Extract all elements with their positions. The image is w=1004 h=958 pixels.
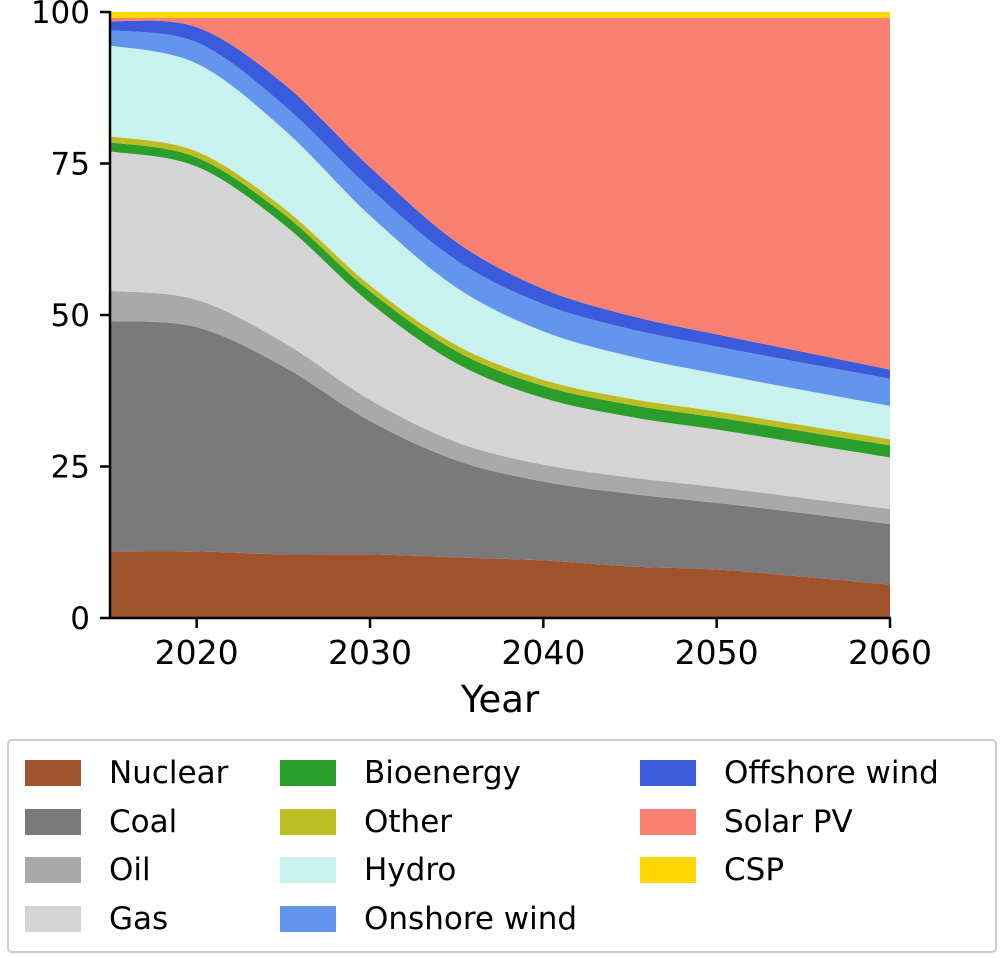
legend-label-gas: Gas — [109, 900, 169, 937]
x-axis-title: Year — [460, 678, 540, 721]
stacked-area-chart: 0 25 50 75 100 2020 2030 2040 2050 2060 — [31, 0, 932, 672]
area-oil — [110, 290, 890, 525]
y-tick-label: 50 — [51, 298, 90, 334]
x-tick-label: 2040 — [501, 633, 585, 672]
y-tick-label: 0 — [70, 601, 90, 637]
legend-swatch-offshore-wind — [640, 760, 696, 787]
legend-item-csp: CSP — [640, 852, 985, 888]
legend-item-hydro: Hydro — [280, 852, 640, 888]
area-onshore-wind — [110, 30, 890, 406]
legend-label-offshore-wind: Offshore wind — [724, 755, 939, 792]
legend-item-offshore-wind: Offshore wind — [640, 755, 985, 791]
legend-item-bioenergy: Bioenergy — [280, 755, 640, 791]
legend-label-csp: CSP — [724, 852, 785, 889]
legend-item-onshore-wind: Onshore wind — [280, 901, 640, 937]
legend-swatch-onshore-wind — [280, 905, 336, 932]
legend-swatch-oil — [25, 857, 81, 884]
x-tick-label: 2050 — [675, 633, 759, 672]
legend-label-oil: Oil — [109, 852, 151, 889]
legend-swatch-bioenergy — [280, 760, 336, 787]
legend-item-oil: Oil — [25, 852, 280, 888]
legend-swatch-coal — [25, 808, 81, 835]
legend-item-coal: Coal — [25, 804, 280, 840]
y-tick-label: 100 — [31, 0, 90, 31]
area-coal — [110, 321, 890, 585]
legend-item-nuclear: Nuclear — [25, 755, 280, 791]
legend-item-solar-pv: Solar PV — [640, 804, 985, 840]
legend-swatch-hydro — [280, 857, 336, 884]
legend-swatch-other — [280, 808, 336, 835]
legend-swatch-gas — [25, 905, 81, 932]
y-tick-label: 25 — [51, 450, 90, 486]
x-tick-label: 2020 — [155, 633, 239, 672]
legend-label-nuclear: Nuclear — [109, 755, 229, 792]
legend-label-hydro: Hydro — [364, 852, 457, 889]
legend-label-other: Other — [364, 803, 453, 840]
x-tick-label: 2030 — [328, 633, 412, 672]
legend-label-coal: Coal — [109, 803, 178, 840]
area-csp — [110, 12, 890, 19]
area-solar-pv — [110, 18, 890, 370]
legend: Nuclear Coal Oil Gas Bioenergy Other Hyd… — [7, 739, 997, 953]
area-hydro — [110, 45, 890, 440]
legend-swatch-csp — [640, 857, 696, 884]
legend-swatch-solar-pv — [640, 808, 696, 835]
area-offshore-wind — [110, 20, 890, 379]
area-gas — [110, 151, 890, 509]
y-tick-label: 75 — [51, 147, 90, 183]
area-nuclear — [110, 551, 890, 618]
legend-label-onshore-wind: Onshore wind — [364, 900, 578, 937]
legend-item-other: Other — [280, 804, 640, 840]
legend-label-solar-pv: Solar PV — [724, 803, 853, 840]
x-tick-label: 2060 — [848, 633, 932, 672]
legend-swatch-nuclear — [25, 760, 81, 787]
legend-item-gas: Gas — [25, 901, 280, 937]
legend-label-bioenergy: Bioenergy — [364, 755, 521, 792]
